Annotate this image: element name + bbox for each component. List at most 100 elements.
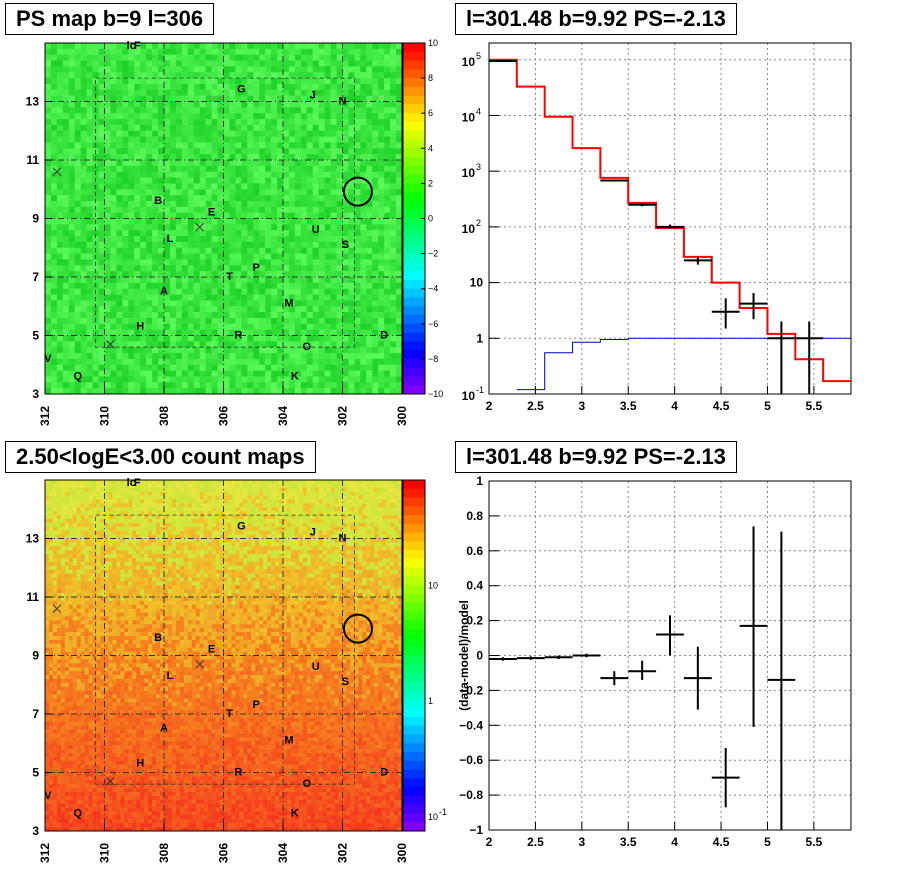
residual-y-tick-label: −1 bbox=[469, 823, 483, 837]
ps-source-label: Q bbox=[73, 370, 82, 382]
count-x-tick-label: 300 bbox=[395, 843, 409, 863]
count-source-label: V bbox=[44, 790, 52, 802]
ps-colorbar-tick-label: 10 bbox=[428, 38, 438, 48]
spectrum-y-tick-exp: -1 bbox=[476, 385, 484, 395]
residual-y-tick-label: −0.6 bbox=[459, 753, 483, 767]
spectrum-y-tick-label: 10 bbox=[462, 389, 476, 403]
count-source-label: A bbox=[160, 723, 168, 735]
count-source-label: G bbox=[237, 521, 246, 533]
count-x-tick-label: 308 bbox=[157, 843, 171, 863]
ps-y-tick-label: 11 bbox=[26, 153, 39, 167]
ps-x-tick-label: 310 bbox=[98, 406, 112, 426]
ps-source-label: A bbox=[160, 286, 168, 298]
residual-x-tick-label: 5.5 bbox=[806, 835, 823, 849]
ps-source-label: S bbox=[342, 239, 349, 251]
ps-source-label: R bbox=[234, 329, 242, 341]
ps-colorbar-tick-label: 2 bbox=[428, 178, 433, 188]
ps-source-label: L bbox=[167, 233, 174, 245]
spectrum-y-tick-label: 1 bbox=[476, 331, 483, 345]
ps-y-tick-label: 13 bbox=[26, 95, 40, 109]
count-colorbar-tick-exp: -1 bbox=[439, 807, 447, 817]
ps-y-tick-label: 7 bbox=[32, 270, 39, 284]
count-target-circle bbox=[342, 613, 373, 644]
ps-x-tick-label: 300 bbox=[395, 406, 409, 426]
count-colorbar-frame bbox=[402, 479, 426, 832]
count-source-label: lc bbox=[127, 477, 136, 489]
spectrum-x-tick-label: 2 bbox=[486, 399, 493, 413]
spectrum-title: l=301.48 b=9.92 PS=-2.13 bbox=[455, 3, 737, 35]
spectrum-series-red bbox=[489, 58, 851, 383]
ps-colorbar-tick-label: −10 bbox=[428, 389, 443, 399]
count-source-label: Q bbox=[73, 807, 82, 819]
ps-x-tick-label: 302 bbox=[336, 406, 350, 426]
ps-target-circle bbox=[342, 176, 373, 207]
spectrum-x-tick-label: 4.5 bbox=[713, 399, 730, 413]
ps-source-label: U bbox=[312, 224, 320, 236]
count-source-label: H bbox=[136, 758, 144, 770]
spectrum-y-tick-exp: 4 bbox=[476, 106, 481, 116]
ps-source-label: D bbox=[380, 329, 388, 341]
count-source-label: S bbox=[342, 676, 349, 688]
ps-source-label: B bbox=[154, 195, 162, 207]
count-cross-marker bbox=[195, 659, 205, 669]
count-y-tick-label: 13 bbox=[26, 532, 40, 546]
ps-colorbar-tick-label: −2 bbox=[428, 249, 438, 259]
spectrum-x-tick-label: 5 bbox=[764, 399, 771, 413]
count-pixels bbox=[45, 480, 403, 832]
ps-source-label: M bbox=[284, 297, 293, 309]
ps-colorbar-tick-label: −8 bbox=[428, 354, 438, 364]
count-source-label: U bbox=[312, 661, 320, 673]
spectrum-y-tick-label: 10 bbox=[470, 276, 484, 290]
spectrum-y-tick-label: 10 bbox=[462, 55, 476, 69]
count-map-panel: 312 310 308 306 304 302 300 5 7 9 11 13 3 A B D E G H J K L M N… bbox=[26, 477, 447, 863]
residual-y-tick-label: 1 bbox=[476, 474, 483, 488]
count-y-tick-label: 9 bbox=[32, 649, 39, 663]
count-source-label: F bbox=[134, 477, 141, 489]
count-colorbar-tick-label: 1 bbox=[428, 696, 433, 706]
count-source-label: N bbox=[339, 532, 347, 544]
ps-colorbar-tick-label: 6 bbox=[428, 108, 433, 118]
count-x-tick-label: 304 bbox=[276, 843, 290, 863]
ps-colorbar-tick-label: −4 bbox=[428, 284, 438, 294]
ps-source-label: O bbox=[303, 341, 312, 353]
ps-roi-box bbox=[95, 77, 355, 348]
residual-x-tick-label: 4.5 bbox=[713, 835, 730, 849]
ps-colorbar-tick-label: 8 bbox=[428, 73, 433, 83]
residual-x-tick-label: 3.5 bbox=[620, 835, 637, 849]
spectrum-x-tick-label: 2.5 bbox=[527, 399, 544, 413]
spectrum-frame bbox=[488, 42, 852, 395]
residual-y-tick-label: −0.2 bbox=[459, 683, 483, 697]
count-map-title: 2.50<logE<3.00 count maps bbox=[5, 441, 316, 473]
residual-y-tick-label: 0.4 bbox=[466, 579, 483, 593]
residual-y-tick-label: 0.2 bbox=[466, 614, 483, 628]
ps-colorbar-tick-label: −6 bbox=[428, 319, 438, 329]
ps-y-tick-label: 5 bbox=[32, 329, 39, 343]
count-y-tick-label: 11 bbox=[26, 590, 39, 604]
ps-source-label: H bbox=[136, 321, 144, 333]
residual-x-tick-label: 2 bbox=[486, 835, 493, 849]
spectrum-y-tick-exp: 5 bbox=[476, 51, 481, 61]
residual-title: l=301.48 b=9.92 PS=-2.13 bbox=[455, 441, 737, 473]
count-colorbar-tick-label: 10 bbox=[428, 580, 438, 590]
count-source-label: M bbox=[284, 734, 293, 746]
ps-x-tick-label: 304 bbox=[276, 406, 290, 426]
count-source-label: J bbox=[310, 527, 316, 539]
ps-y-tick-label: 9 bbox=[32, 212, 39, 226]
ps-cross-marker bbox=[195, 222, 205, 232]
spectrum-y-tick-label: 10 bbox=[462, 110, 476, 124]
ps-cross-marker bbox=[106, 339, 115, 349]
count-colorbar-tick-label: 10 bbox=[428, 812, 438, 822]
spectrum-series-blue bbox=[516, 337, 851, 391]
ps-source-label: G bbox=[237, 84, 246, 96]
spectrum-x-tick-label: 5.5 bbox=[806, 399, 823, 413]
residual-x-tick-label: 4 bbox=[671, 835, 678, 849]
count-source-label: B bbox=[154, 632, 162, 644]
residual-y-tick-label: 0.6 bbox=[466, 544, 483, 558]
count-roi-box bbox=[95, 514, 355, 785]
residual-y-tick-label: −0.8 bbox=[459, 788, 483, 802]
spectrum-x-tick-label: 4 bbox=[671, 399, 678, 413]
count-x-tick-label: 310 bbox=[98, 843, 112, 863]
spectrum-x-tick-label: 3 bbox=[578, 399, 585, 413]
ps-map-title: PS map b=9 l=306 bbox=[5, 3, 215, 35]
